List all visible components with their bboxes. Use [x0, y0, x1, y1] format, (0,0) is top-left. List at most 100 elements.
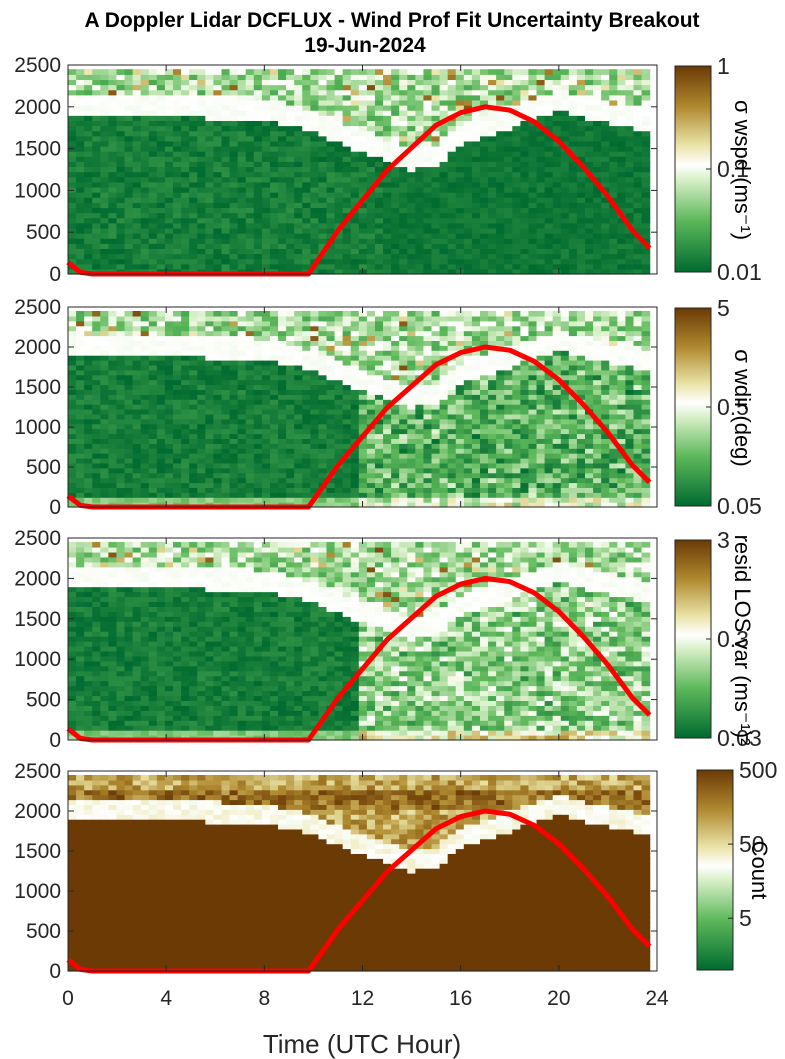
heatmap-cell	[471, 458, 481, 464]
heatmap-cell	[520, 217, 530, 224]
heatmap-cell	[205, 325, 215, 332]
heatmap-cell	[326, 379, 336, 386]
heatmap-cell	[585, 197, 594, 203]
heatmap-cell	[585, 130, 594, 137]
heatmap-cell	[278, 110, 287, 116]
heatmap-cell	[496, 120, 505, 127]
heatmap-cell	[318, 423, 328, 430]
heatmap-cell	[471, 413, 481, 420]
heatmap-cell	[213, 263, 223, 270]
heatmap-cell	[205, 487, 215, 493]
heatmap-cell	[286, 433, 295, 439]
heatmap-cell	[633, 243, 643, 249]
heatmap-cell	[641, 69, 651, 75]
heatmap-cell	[407, 482, 416, 488]
heatmap-cell	[512, 176, 521, 183]
heatmap-cell	[488, 125, 497, 132]
heatmap-cell	[439, 243, 449, 249]
heatmap-cell	[181, 243, 190, 249]
heatmap-cell	[229, 458, 239, 464]
heatmap-cell	[496, 227, 505, 234]
heatmap-cell	[189, 497, 198, 503]
heatmap-cell	[374, 453, 384, 459]
heatmap-cell	[504, 145, 513, 152]
heatmap-cell	[261, 423, 271, 430]
heatmap-cell	[374, 311, 384, 317]
heatmap-cell	[156, 176, 166, 183]
heatmap-cell	[568, 84, 578, 91]
heatmap-cell	[229, 145, 239, 152]
heatmap-cell	[181, 110, 190, 116]
heatmap-cell	[471, 477, 481, 484]
heatmap-cell	[399, 186, 408, 193]
heatmap-cell	[261, 186, 271, 193]
heatmap-cell	[350, 330, 360, 337]
heatmap-cell	[213, 330, 223, 337]
heatmap-cell	[342, 335, 352, 341]
heatmap-cell	[391, 355, 400, 361]
heatmap-cell	[156, 79, 166, 86]
heatmap-cell	[294, 181, 303, 188]
heatmap-cell	[221, 360, 231, 366]
heatmap-cell	[108, 243, 118, 249]
heatmap-cell	[76, 192, 85, 198]
heatmap-cell	[326, 335, 336, 341]
heatmap-cell	[132, 176, 142, 183]
heatmap-cell	[447, 433, 457, 439]
heatmap-cell	[415, 217, 425, 224]
heatmap-cell	[245, 135, 255, 142]
heatmap-cell	[213, 409, 223, 415]
heatmap-cell	[358, 369, 368, 376]
heatmap-cell	[205, 212, 215, 219]
heatmap-cell	[536, 135, 546, 142]
heatmap-cell	[245, 207, 255, 214]
heatmap-cell	[156, 89, 166, 96]
heatmap-cell	[124, 467, 134, 474]
heatmap-cell	[415, 384, 425, 390]
heatmap-cell	[641, 135, 651, 142]
heatmap-cell	[294, 207, 303, 214]
heatmap-cell	[181, 130, 190, 137]
heatmap-cell	[407, 413, 416, 420]
heatmap-cell	[447, 409, 457, 415]
heatmap-cell	[512, 145, 521, 152]
heatmap-cell	[334, 125, 344, 132]
heatmap-cell	[100, 248, 109, 255]
heatmap-cell	[318, 176, 328, 183]
heatmap-cell	[439, 192, 449, 198]
heatmap-cell	[471, 145, 481, 152]
heatmap-cell	[633, 263, 643, 270]
heatmap-cell	[423, 84, 433, 91]
heatmap-cell	[358, 487, 368, 493]
heatmap-cell	[350, 433, 360, 439]
heatmap-cell	[156, 487, 166, 493]
heatmap-cell	[156, 443, 166, 449]
heatmap-cell	[140, 384, 150, 390]
heatmap-cell	[439, 320, 449, 327]
heatmap-cell	[431, 130, 441, 137]
heatmap-cell	[391, 227, 400, 234]
heatmap-cell	[269, 325, 279, 332]
heatmap-cell	[213, 477, 223, 484]
heatmap-cell	[391, 186, 400, 193]
heatmap-cell	[560, 84, 570, 91]
heatmap-cell	[601, 197, 610, 203]
heatmap-cell	[156, 192, 166, 198]
heatmap-cell	[407, 335, 416, 341]
heatmap-cell	[100, 477, 109, 484]
heatmap-cell	[92, 418, 101, 425]
heatmap-cell	[342, 423, 352, 430]
heatmap-cell	[447, 330, 457, 337]
heatmap-cell	[92, 369, 101, 376]
heatmap-cell	[189, 233, 198, 239]
heatmap-cell	[374, 433, 384, 439]
heatmap-cell	[229, 320, 239, 327]
heatmap-cell	[124, 243, 134, 249]
heatmap-cell	[245, 110, 255, 116]
heatmap-cell	[415, 311, 425, 317]
heatmap-cell	[108, 156, 118, 162]
heatmap-cell	[383, 263, 392, 270]
heatmap-cell	[124, 355, 134, 361]
heatmap-cell	[391, 79, 400, 86]
heatmap-cell	[116, 350, 126, 356]
